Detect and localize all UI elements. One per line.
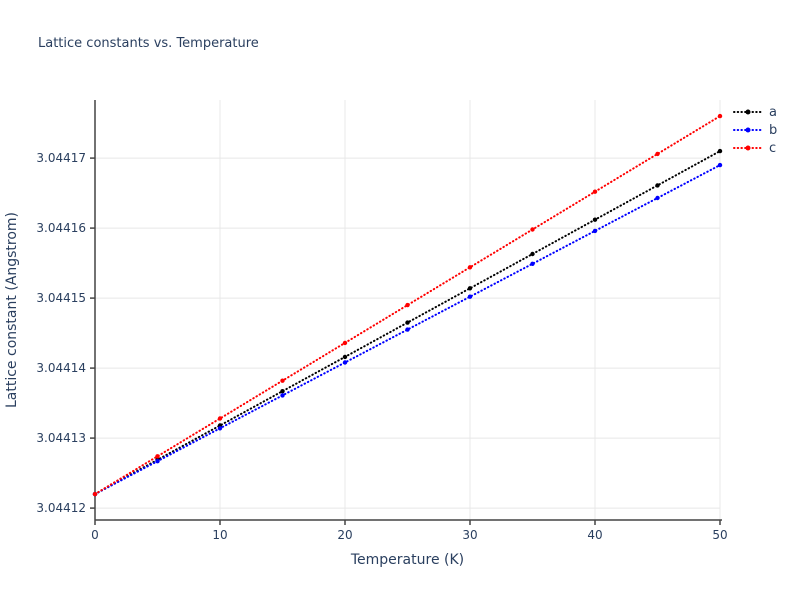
series-c-line — [94, 115, 721, 496]
series-b-marker — [217, 426, 223, 431]
x-tick-label: 40 — [587, 528, 602, 542]
series-c-marker — [155, 454, 160, 459]
series-a-marker — [592, 217, 598, 222]
chart-title: Lattice constants vs. Temperature — [38, 36, 259, 51]
x-tick-label: 0 — [91, 528, 99, 542]
series-b-marker — [155, 459, 160, 464]
series-b-marker — [342, 360, 348, 365]
y-tick-label: 3.04417 — [36, 151, 86, 165]
y-tick-label: 3.04412 — [36, 501, 86, 515]
series-b-line — [94, 164, 721, 496]
x-tick-label: 50 — [712, 528, 727, 542]
series-b-marker — [280, 393, 285, 398]
legend-label-b: b — [769, 122, 778, 138]
series-c-marker — [655, 151, 660, 157]
series-a-marker — [467, 286, 473, 291]
legend-item-b[interactable]: b — [733, 121, 777, 139]
series-a-marker — [530, 251, 535, 257]
x-tick-label: 30 — [462, 528, 477, 542]
series-c-marker — [342, 340, 348, 346]
series-a-marker — [405, 320, 410, 325]
x-tick-label: 10 — [212, 528, 227, 542]
series-c-marker — [592, 189, 598, 194]
legend-label-c: c — [769, 140, 777, 156]
legend-line-sample-icon — [733, 109, 763, 115]
series-c-marker — [467, 265, 473, 270]
series-a-marker — [655, 183, 660, 188]
y-tick-label: 3.04413 — [36, 431, 86, 445]
legend-line-sample-icon — [733, 127, 763, 133]
series-c-marker — [92, 491, 98, 497]
series-a-marker — [280, 389, 285, 394]
series-b-marker — [717, 162, 723, 168]
series-b-marker — [592, 228, 598, 234]
series-b-marker — [467, 294, 473, 299]
series-c-marker — [717, 113, 723, 119]
x-tick-label: 20 — [337, 528, 352, 542]
series-b-marker — [655, 195, 660, 201]
series-c-marker — [530, 227, 535, 232]
series-a-marker — [342, 354, 348, 360]
series-c-marker — [217, 416, 223, 421]
series-b-marker — [405, 327, 410, 332]
y-tick-label: 3.04416 — [36, 221, 86, 235]
legend-label-a: a — [769, 104, 777, 120]
y-tick-label: 3.04415 — [36, 291, 86, 305]
series-b-marker — [530, 261, 535, 266]
series-c-marker — [405, 302, 410, 308]
legend-item-c[interactable]: c — [733, 139, 777, 157]
legend-item-a[interactable]: a — [733, 103, 777, 121]
series-c-marker — [280, 378, 285, 383]
legend-line-sample-icon — [733, 145, 763, 151]
y-tick-label: 3.04414 — [36, 361, 86, 375]
x-axis-title: Temperature (K) — [350, 552, 465, 568]
series-a-marker — [717, 148, 723, 154]
